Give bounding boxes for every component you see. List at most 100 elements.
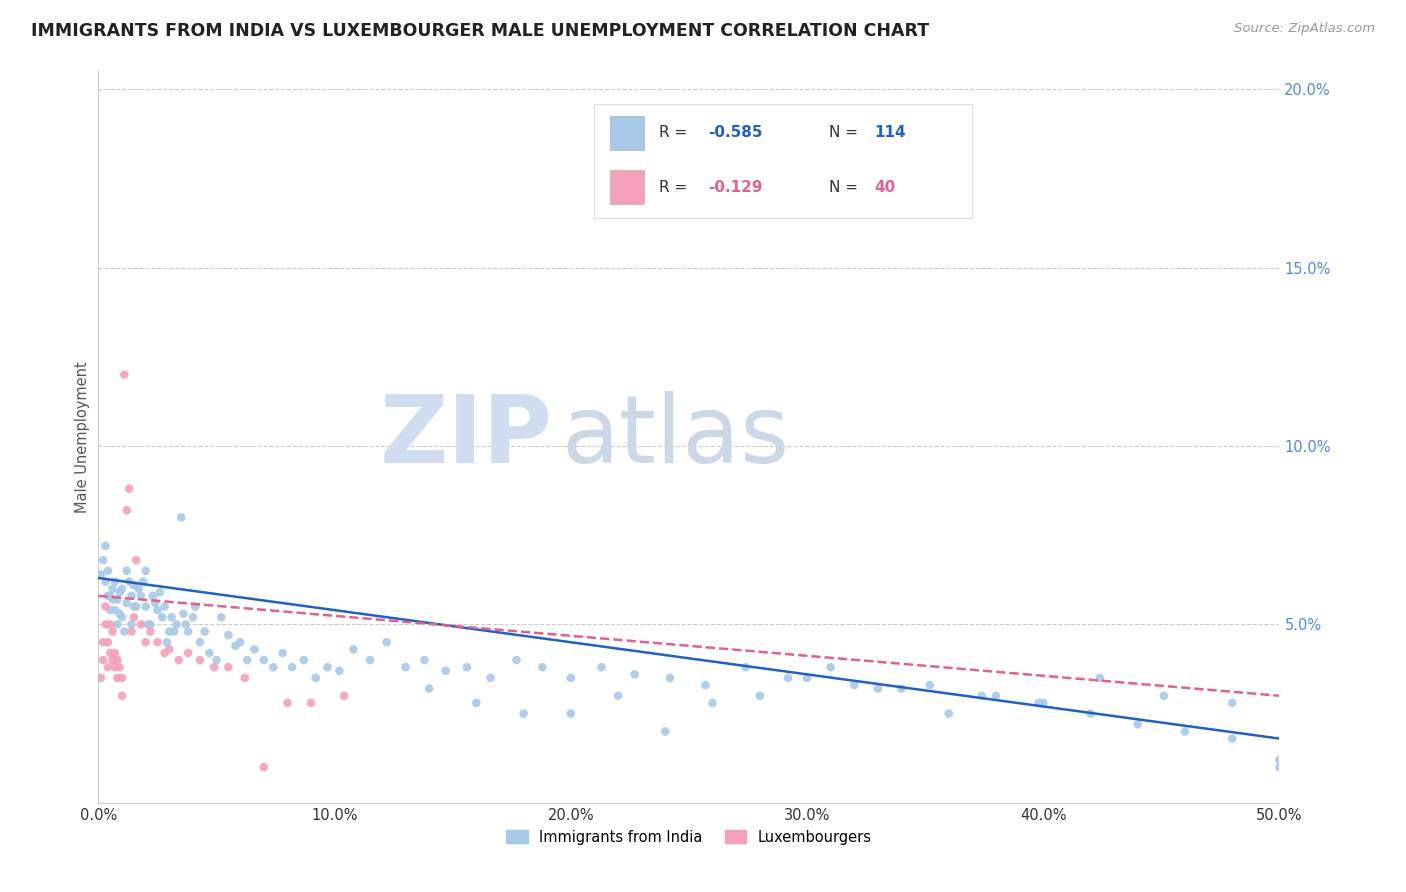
Point (142, 589, 165, 603)
Point (229, 635, 252, 649)
Point (205, 653, 228, 667)
Point (174, 617, 197, 632)
Point (104, 646, 127, 660)
Point (209, 610, 232, 624)
Point (217, 628, 239, 642)
Point (505, 653, 527, 667)
Point (135, 635, 157, 649)
Point (112, 624, 135, 639)
Point (702, 696, 724, 710)
Point (118, 482, 141, 496)
Point (104, 660, 127, 674)
Point (170, 510, 193, 524)
Point (121, 617, 143, 632)
Point (1268, 760, 1291, 774)
Point (94, 574, 117, 589)
Point (128, 582, 150, 596)
Point (1080, 706, 1102, 721)
Point (181, 610, 204, 624)
Point (111, 610, 134, 624)
Point (333, 689, 356, 703)
Point (418, 681, 440, 696)
Point (271, 646, 294, 660)
Point (202, 660, 225, 674)
Point (118, 574, 141, 589)
Point (305, 671, 328, 685)
Point (121, 589, 143, 603)
Point (413, 653, 436, 667)
Point (132, 574, 155, 589)
Point (98, 603, 121, 617)
Point (217, 660, 239, 674)
Point (778, 671, 800, 685)
Point (122, 578, 145, 592)
Point (153, 599, 176, 614)
Point (394, 660, 416, 674)
Point (101, 653, 124, 667)
Point (98, 589, 121, 603)
Point (796, 671, 818, 685)
Point (253, 653, 276, 667)
Point (359, 653, 381, 667)
Point (90, 567, 112, 582)
Point (591, 660, 613, 674)
Point (139, 624, 162, 639)
Point (104, 603, 127, 617)
Text: IMMIGRANTS FROM INDIA VS LUXEMBOURGER MALE UNEMPLOYMENT CORRELATION CHART: IMMIGRANTS FROM INDIA VS LUXEMBOURGER MA… (31, 22, 929, 40)
Point (253, 760, 276, 774)
Point (243, 642, 266, 657)
Point (101, 592, 124, 607)
Point (531, 660, 554, 674)
Point (105, 592, 128, 607)
Point (97, 660, 120, 674)
Point (149, 585, 172, 599)
Point (177, 646, 200, 660)
Point (104, 574, 127, 589)
Point (135, 564, 157, 578)
Point (97, 589, 120, 603)
Point (121, 624, 143, 639)
Text: Source: ZipAtlas.com: Source: ZipAtlas.com (1234, 22, 1375, 36)
Point (844, 678, 866, 692)
Point (654, 724, 676, 739)
Point (890, 681, 912, 696)
Point (98, 646, 121, 660)
Point (316, 660, 339, 674)
Point (512, 706, 534, 721)
Point (143, 596, 166, 610)
Point (434, 664, 457, 678)
Point (108, 607, 131, 621)
Point (91, 553, 114, 567)
Point (139, 617, 162, 632)
Point (97, 635, 120, 649)
Point (1268, 753, 1291, 767)
Point (188, 635, 211, 649)
Point (1032, 696, 1054, 710)
Text: atlas: atlas (561, 391, 790, 483)
Point (262, 660, 284, 674)
Point (135, 599, 157, 614)
Point (456, 660, 478, 674)
Point (281, 660, 304, 674)
Point (122, 610, 145, 624)
Point (1126, 717, 1149, 731)
Text: ZIP: ZIP (380, 391, 553, 483)
Point (94, 617, 117, 632)
Point (194, 624, 217, 639)
Point (105, 653, 128, 667)
Point (146, 603, 169, 617)
Point (276, 696, 298, 710)
Point (129, 589, 152, 603)
Point (938, 706, 960, 721)
Point (108, 585, 131, 599)
Point (479, 671, 502, 685)
Point (1174, 724, 1197, 739)
Point (342, 642, 364, 657)
Point (157, 642, 180, 657)
Point (224, 639, 246, 653)
Point (866, 681, 889, 696)
Point (465, 696, 488, 710)
Point (623, 667, 645, 681)
Point (163, 624, 186, 639)
Point (136, 617, 159, 632)
